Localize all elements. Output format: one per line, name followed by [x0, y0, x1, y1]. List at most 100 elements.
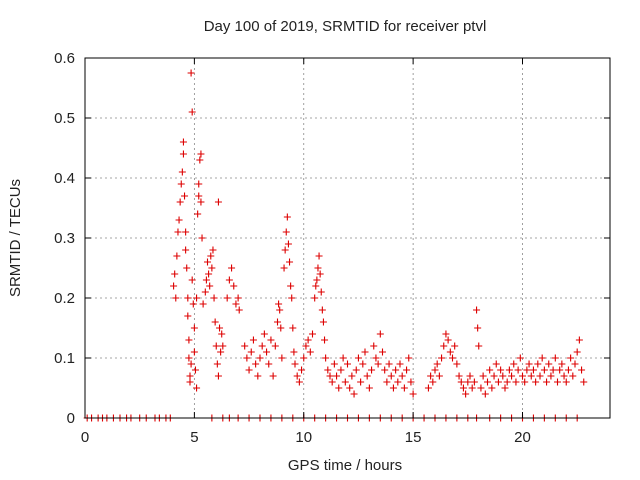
data-point: [525, 360, 533, 368]
y-tick-label: 0: [67, 410, 75, 427]
data-point: [481, 390, 489, 398]
data-point: [446, 348, 454, 356]
data-point: [324, 366, 332, 374]
data-point: [184, 294, 192, 302]
data-point: [223, 294, 231, 302]
data-point: [385, 360, 393, 368]
data-point: [470, 378, 478, 386]
data-point: [492, 360, 500, 368]
data-point: [346, 384, 354, 392]
x-axis-label: GPS time / hours: [288, 457, 402, 474]
data-point: [195, 180, 203, 188]
data-point: [573, 348, 581, 356]
data-point: [314, 264, 322, 272]
data-point: [554, 378, 561, 386]
data-point: [330, 360, 338, 368]
data-point: [179, 150, 187, 158]
data-point: [269, 372, 277, 380]
data-point: [230, 282, 238, 290]
data-point: [286, 258, 294, 266]
data-point: [181, 192, 189, 200]
data-point: [260, 330, 268, 338]
data-point: [560, 372, 568, 380]
data-point: [514, 366, 522, 374]
data-point: [370, 342, 378, 350]
data-point: [235, 306, 243, 314]
data-point: [484, 378, 491, 386]
data-point: [319, 318, 327, 326]
data-point: [464, 378, 472, 386]
data-point: [213, 360, 221, 368]
data-point: [556, 366, 564, 374]
data-point: [379, 348, 386, 356]
data-point: [194, 210, 202, 218]
data-point: [403, 366, 411, 374]
x-tick-label: 15: [405, 429, 422, 446]
data-point: [431, 366, 439, 374]
data-point: [540, 366, 548, 374]
data-point: [477, 384, 485, 392]
data-point: [326, 372, 334, 380]
data-point: [368, 366, 376, 374]
data-point: [337, 366, 345, 374]
data-point: [381, 366, 389, 374]
data-point: [265, 360, 273, 368]
data-point: [486, 366, 494, 374]
data-point: [280, 264, 288, 272]
data-point: [578, 366, 586, 374]
data-point: [193, 384, 201, 392]
x-tick-label: 0: [81, 429, 89, 446]
data-point: [545, 360, 553, 368]
data-point: [207, 252, 215, 260]
data-point: [374, 360, 382, 368]
data-point: [193, 294, 201, 302]
data-point: [256, 354, 264, 362]
data-point: [534, 360, 542, 368]
data-point: [529, 366, 537, 374]
y-tick-label: 0.3: [54, 230, 75, 247]
data-point: [186, 372, 194, 380]
data-point: [549, 366, 557, 374]
data-point: [219, 342, 227, 350]
data-point: [198, 234, 206, 242]
data-point: [383, 378, 391, 386]
data-point: [197, 150, 205, 158]
data-point: [252, 360, 260, 368]
data-point: [459, 384, 467, 392]
data-point: [188, 276, 196, 284]
data-point: [551, 354, 559, 362]
data-point: [365, 384, 373, 392]
data-point: [241, 342, 249, 350]
data-point: [466, 372, 474, 380]
data-point: [179, 138, 187, 146]
data-point: [396, 360, 404, 368]
data-point: [190, 348, 198, 356]
data-point: [457, 378, 465, 386]
data-point: [199, 300, 207, 308]
data-point: [204, 258, 211, 266]
y-tick-label: 0.5: [54, 110, 75, 127]
data-point: [186, 378, 194, 386]
data-point: [197, 198, 205, 206]
data-point: [309, 330, 316, 338]
data-point: [225, 276, 233, 284]
data-point: [281, 246, 289, 254]
data-point: [247, 348, 255, 356]
data-point: [571, 360, 579, 368]
data-point: [497, 366, 505, 374]
data-point: [313, 276, 321, 284]
data-point: [202, 276, 210, 284]
data-point: [499, 372, 507, 380]
data-point: [228, 264, 236, 272]
data-point: [398, 372, 406, 380]
data-point: [442, 330, 450, 338]
data-point: [295, 378, 303, 386]
data-point: [218, 330, 226, 338]
data-point: [449, 354, 456, 362]
data-point: [187, 360, 195, 368]
data-point: [171, 270, 179, 278]
data-point: [350, 390, 358, 398]
data-point: [501, 384, 509, 392]
data-point: [275, 300, 283, 308]
